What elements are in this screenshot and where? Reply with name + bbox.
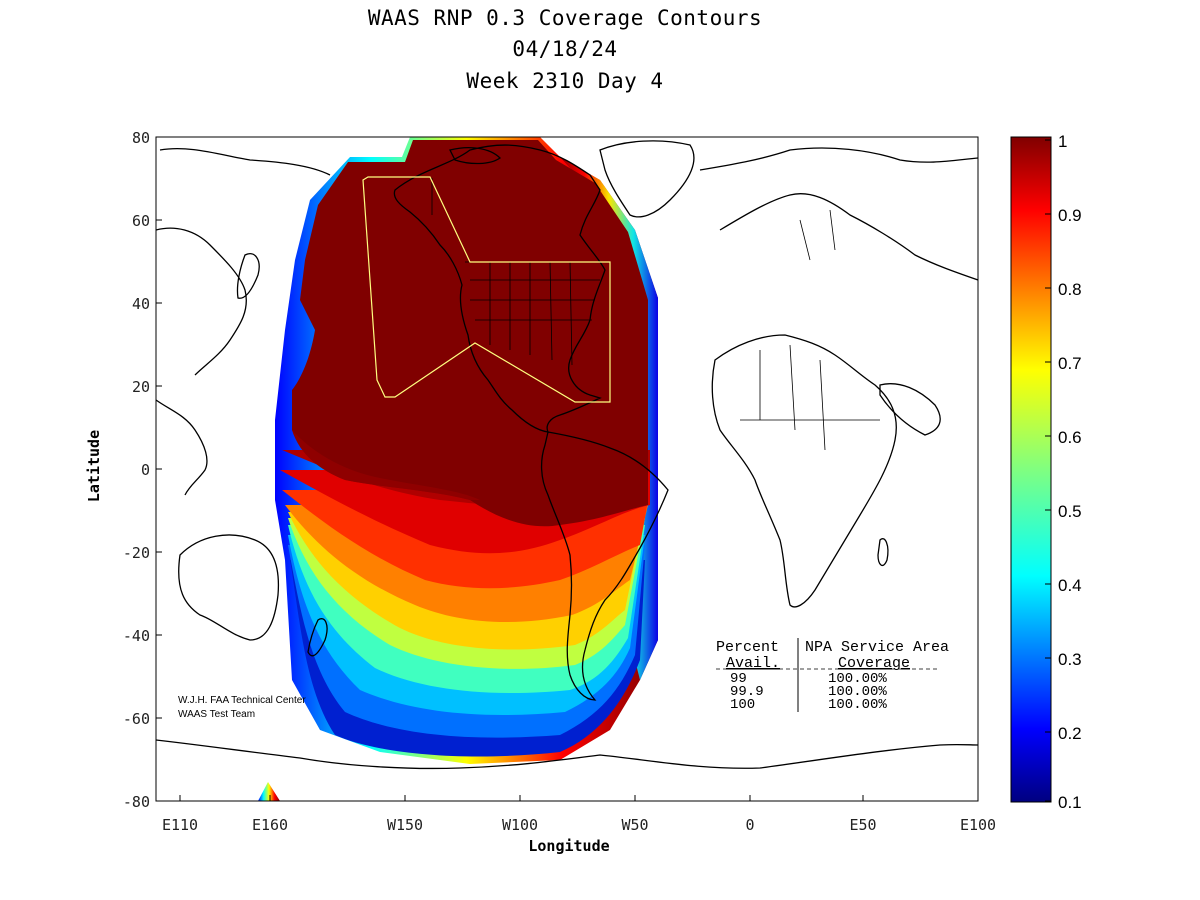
table-row-avail: 99.9: [730, 684, 764, 700]
band-0-97: [292, 430, 480, 500]
service-area-outline: [362, 176, 611, 403]
coverage-table: Percent NPA Service Area Avail. Coverage…: [716, 638, 949, 713]
table-row-avail: 100: [730, 697, 755, 713]
y-tick-label: -60: [123, 710, 150, 728]
colorbar-label: 0.6: [1058, 428, 1082, 447]
table-sub-right: Coverage: [838, 655, 910, 672]
y-tick-label: -80: [123, 793, 150, 811]
x-tick-label: E100: [960, 816, 996, 834]
tick-marks: [156, 136, 979, 802]
colorbar-label: 0.4: [1058, 576, 1082, 595]
colorbar-label: 0.2: [1058, 724, 1082, 743]
x-axis-title: Longitude: [528, 837, 609, 855]
colorbar-label: 0.5: [1058, 502, 1082, 521]
colorbar-label: 0.1: [1058, 793, 1082, 812]
band-antarctic-blob: [258, 782, 280, 801]
x-tick-label: W150: [387, 816, 423, 834]
band-1-0: [292, 140, 648, 527]
table-row-coverage: 100.00%: [828, 697, 887, 713]
table-header-left: Percent: [716, 639, 779, 656]
coastlines: [156, 140, 978, 770]
y-tick-label: 60: [132, 212, 150, 230]
colorbar-label: 0.7: [1058, 354, 1082, 373]
y-tick-label: -40: [123, 627, 150, 645]
table-row-coverage: 100.00%: [828, 671, 887, 687]
credit-line-2: WAAS Test Team: [178, 709, 255, 720]
colorbar-label: 0.9: [1058, 206, 1082, 225]
x-tick-labels: E110 E160 W150 W100 W50 0 E50 E100: [162, 816, 996, 834]
colorbar-label: 1: [1058, 132, 1067, 151]
x-tick-label: W100: [502, 816, 538, 834]
x-tick-label: E50: [849, 816, 876, 834]
colorbar: [1010, 136, 1052, 803]
y-tick-label: 80: [132, 129, 150, 147]
table-row-coverage: 100.00%: [828, 684, 887, 700]
map-title-line-2: 04/18/24: [512, 37, 618, 61]
map-title-line-3: Week 2310 Day 4: [466, 69, 664, 93]
table-header-right: NPA Service Area: [805, 639, 949, 656]
x-tick-label: 0: [745, 816, 754, 834]
x-tick-label: W50: [621, 816, 648, 834]
map-title-line-1: WAAS RNP 0.3 Coverage Contours: [367, 6, 763, 30]
y-tick-label: 20: [132, 378, 150, 396]
colorbar-ticks: [1045, 139, 1051, 802]
colorbar-label: 0.3: [1058, 650, 1082, 669]
x-tick-label: E160: [252, 816, 288, 834]
y-tick-label: -20: [123, 544, 150, 562]
y-tick-label: 0: [141, 461, 150, 479]
colorbar-label: 0.8: [1058, 280, 1082, 299]
y-tick-labels: 80 60 40 20 0 -20 -40 -60 -80: [123, 129, 150, 811]
credit-line-1: W.J.H. FAA Technical Center: [178, 695, 306, 706]
table-row-avail: 99: [730, 671, 747, 687]
table-sub-left: Avail.: [726, 655, 780, 672]
y-tick-label: 40: [132, 295, 150, 313]
y-axis-title: Latitude: [85, 430, 103, 502]
x-tick-label: E110: [162, 816, 198, 834]
colorbar-labels: 1 0.9 0.8 0.7 0.6 0.5 0.4 0.3 0.2 0.1: [1058, 132, 1082, 812]
